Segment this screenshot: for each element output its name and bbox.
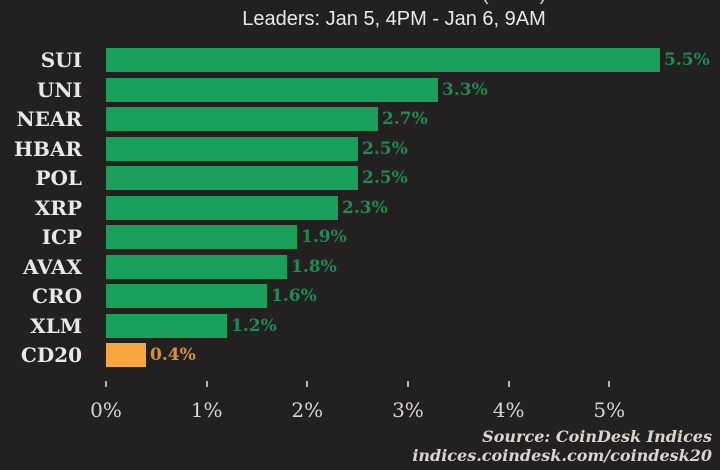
category-label-icp: ICP <box>41 225 82 249</box>
bar-pol <box>106 166 358 190</box>
x-axis-tick-mark <box>406 381 409 387</box>
value-label-cro: 1.6% <box>271 286 317 306</box>
value-label-sui: 5.5% <box>664 50 710 70</box>
bar-cro <box>106 284 267 308</box>
source-text: Source: CoinDesk Indices <box>482 427 712 446</box>
value-label-near: 2.7% <box>382 109 428 129</box>
cropped-chart-supertitle: CoinDesk 20 Performance (CD20) <box>68 0 720 5</box>
category-label-near: NEAR <box>16 107 82 131</box>
value-label-avax: 1.8% <box>291 256 337 277</box>
value-label-hbar: 2.5% <box>362 138 408 159</box>
bar-icp <box>106 225 297 249</box>
x-axis-tick-mark <box>105 381 107 387</box>
x-axis-tick-label: 1% <box>190 398 223 422</box>
category-label-xrp: XRP <box>34 195 82 220</box>
value-label-pol: 2.5% <box>362 168 408 188</box>
source-attribution: Source: CoinDesk Indices indices.coindes… <box>412 427 712 465</box>
x-axis-tick-mark <box>608 381 611 387</box>
bar-cd20 <box>106 343 146 367</box>
x-axis-tick-label: 3% <box>392 398 424 422</box>
category-label-cd20: CD20 <box>20 343 82 367</box>
x-axis-tick-label: 0% <box>90 398 122 422</box>
x-axis-tick-mark <box>507 381 510 387</box>
x-axis-tick-mark <box>306 381 309 387</box>
x-axis-tick-label: 5% <box>593 398 626 422</box>
value-label-icp: 1.9% <box>301 227 347 247</box>
category-label-uni: UNI <box>36 77 82 102</box>
category-label-xlm: XLM <box>30 313 82 338</box>
value-label-xrp: 2.3% <box>342 197 388 218</box>
source-url: indices.coindesk.com/coindesk20 <box>412 446 712 465</box>
bar-avax <box>106 254 287 279</box>
x-axis-tick-label: 4% <box>492 398 525 422</box>
category-label-sui: SUI <box>40 48 82 72</box>
bar-near <box>106 107 378 131</box>
bar-xlm <box>106 313 227 338</box>
value-label-uni: 3.3% <box>442 79 488 100</box>
x-axis-tick-mark <box>205 381 208 387</box>
bar-sui <box>106 48 660 72</box>
value-label-xlm: 1.2% <box>231 315 277 336</box>
value-label-cd20: 0.4% <box>150 345 196 365</box>
x-axis-tick-label: 2% <box>291 398 324 422</box>
bar-uni <box>106 77 438 102</box>
bar-hbar <box>106 136 358 161</box>
bar-xrp <box>106 195 338 220</box>
category-label-avax: AVAX <box>22 254 82 279</box>
chart-title: Leaders: Jan 5, 4PM - Jan 6, 9AM <box>242 8 546 30</box>
category-label-pol: POL <box>35 166 82 190</box>
category-label-cro: CRO <box>32 284 82 308</box>
category-label-hbar: HBAR <box>14 136 82 161</box>
